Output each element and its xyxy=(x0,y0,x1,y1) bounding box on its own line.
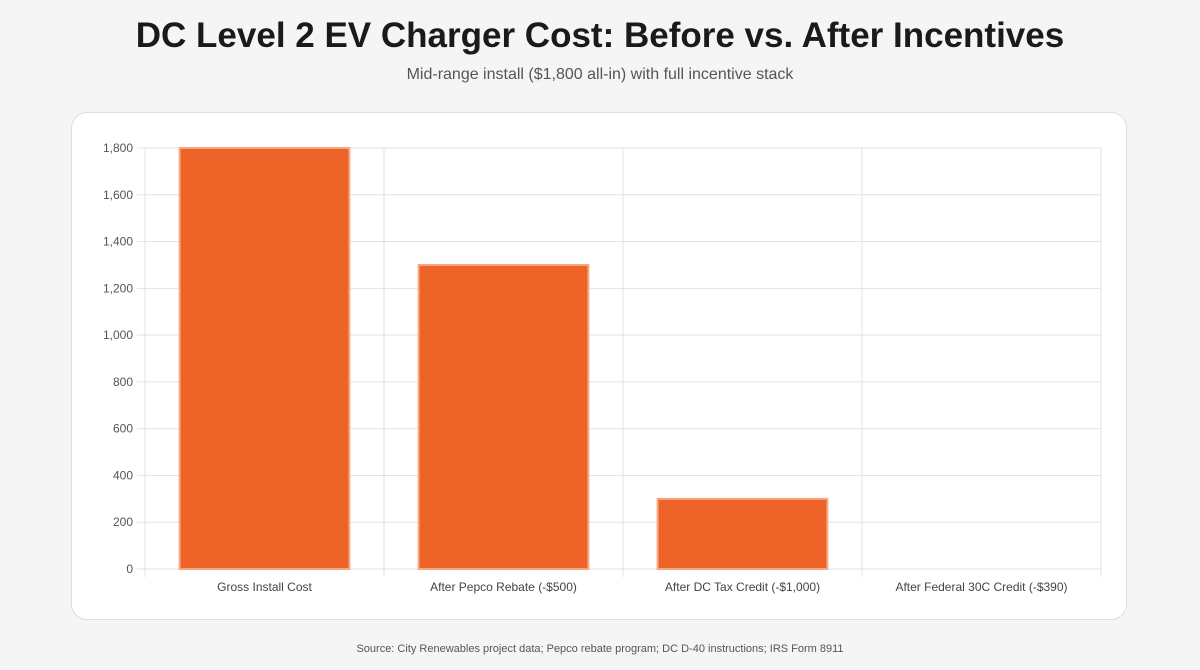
y-tick-label: 0 xyxy=(126,562,133,576)
x-tick-label: Gross Install Cost xyxy=(217,580,312,594)
y-tick-label: 800 xyxy=(113,375,133,389)
y-tick-label: 400 xyxy=(113,468,133,482)
y-tick-label: 1,200 xyxy=(103,281,133,295)
chart-title: DC Level 2 EV Charger Cost: Before vs. A… xyxy=(135,16,1065,55)
y-tick-label: 1,000 xyxy=(103,328,133,342)
source-note: Source: City Renewables project data; Pe… xyxy=(356,643,844,655)
bar xyxy=(417,263,590,570)
x-tick-label: After Pepco Rebate (-$500) xyxy=(430,580,577,594)
bar xyxy=(178,147,351,570)
y-tick-label: 1,400 xyxy=(103,235,133,249)
x-tick-label: After DC Tax Credit (-$1,000) xyxy=(665,580,820,594)
y-tick-label: 600 xyxy=(113,422,133,436)
x-tick-label: After Federal 30C Credit (-$390) xyxy=(895,580,1067,594)
chart-card: 0 200 400 600 800 1,000 1,200 1,400 1,600 1,800 Gr… xyxy=(71,112,1127,620)
bar-chart: 0 200 400 600 800 1,000 1,200 1,400 1,600 1,800 Gr… xyxy=(103,141,1102,594)
y-tick-label: 1,800 xyxy=(103,141,133,155)
chart-subtitle: Mid-range install ($1,800 all-in) with f… xyxy=(406,66,794,83)
bar xyxy=(656,497,829,571)
y-tick-label: 1,600 xyxy=(103,188,133,202)
y-tick-label: 200 xyxy=(113,515,133,529)
